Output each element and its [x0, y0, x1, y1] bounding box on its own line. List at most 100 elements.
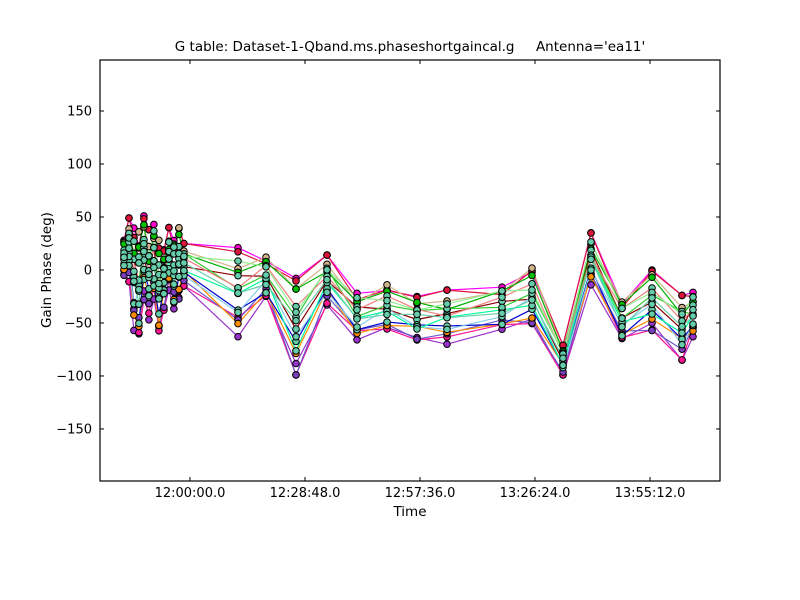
data-points	[120, 212, 697, 379]
x-tick-label: 12:00:00.0	[155, 486, 226, 501]
data-point-marker	[292, 371, 300, 379]
data-point-marker	[383, 310, 391, 319]
data-point-marker	[353, 315, 361, 323]
data-point-marker	[135, 285, 143, 294]
data-point-marker	[135, 228, 143, 236]
data-point-marker	[413, 325, 421, 333]
data-point-marker	[135, 300, 143, 309]
data-point-marker	[528, 314, 536, 322]
data-point-marker	[648, 326, 656, 335]
data-point-marker	[130, 311, 138, 319]
data-point-marker	[160, 289, 168, 298]
data-point-marker	[689, 293, 697, 301]
data-point-marker	[648, 273, 656, 282]
data-point-marker	[150, 263, 158, 272]
data-point-marker	[150, 243, 158, 252]
data-point-marker	[587, 229, 595, 237]
plot-frame	[99, 59, 721, 482]
data-point-marker	[125, 244, 133, 252]
data-point-marker	[292, 277, 300, 285]
data-point-marker	[130, 277, 138, 286]
data-point-marker	[618, 304, 626, 313]
data-point-marker	[262, 289, 270, 297]
data-point-marker	[292, 347, 300, 355]
data-point-marker	[234, 257, 242, 265]
y-tick-label: −100	[56, 369, 92, 384]
data-point-marker	[234, 319, 242, 328]
data-point-marker	[145, 292, 153, 300]
data-point-marker	[170, 297, 178, 306]
data-point-marker	[155, 279, 163, 288]
data-point-marker	[145, 252, 153, 260]
data-point-marker	[323, 299, 331, 308]
data-point-marker	[528, 271, 536, 280]
data-point-marker	[648, 310, 656, 318]
data-point-marker	[413, 298, 421, 307]
data-point-marker	[292, 332, 300, 341]
data-point-marker	[559, 361, 567, 370]
data-point-marker	[443, 286, 451, 294]
y-tick-label: 0	[84, 263, 92, 278]
data-point-marker	[353, 336, 361, 344]
data-point-marker	[353, 293, 361, 302]
data-point-marker	[292, 316, 300, 325]
data-point-marker	[292, 359, 300, 368]
data-point-marker	[292, 308, 300, 317]
data-point-marker	[678, 310, 686, 318]
data-point-marker	[140, 221, 148, 229]
data-point-marker	[262, 280, 270, 289]
x-tick-label: 12:28:48.0	[270, 486, 341, 501]
data-point-marker	[150, 220, 158, 229]
data-point-marker	[175, 230, 183, 239]
data-point-marker	[383, 318, 391, 326]
data-point-marker	[175, 272, 183, 281]
data-point-marker	[383, 281, 391, 289]
data-point-marker	[262, 263, 270, 271]
x-tick-label: 13:26:24.0	[500, 486, 571, 501]
data-point-marker	[587, 238, 595, 246]
data-point-marker	[323, 275, 331, 284]
data-point-marker	[180, 259, 188, 267]
data-point-marker	[498, 287, 506, 295]
data-point-marker	[443, 313, 451, 322]
data-point-marker	[443, 340, 451, 349]
data-point-marker	[498, 309, 506, 318]
data-point-marker	[165, 238, 173, 246]
data-point-marker	[165, 223, 173, 232]
data-point-marker	[678, 291, 686, 300]
y-tick-label: −50	[65, 316, 92, 331]
data-point-marker	[140, 295, 148, 304]
data-point-marker	[678, 340, 686, 349]
data-point-marker	[150, 227, 158, 235]
x-tick-label: 12:57:36.0	[385, 486, 456, 501]
y-tick-label: 150	[67, 104, 92, 119]
chart-title: G table: Dataset-1-Qband.ms.phaseshortga…	[174, 39, 646, 55]
data-point-marker	[160, 264, 168, 273]
data-point-marker	[689, 320, 697, 328]
data-point-marker	[145, 316, 153, 324]
data-point-marker	[678, 322, 686, 331]
data-point-marker	[678, 356, 686, 364]
series-lines	[123, 215, 694, 376]
data-point-marker	[145, 299, 153, 308]
data-point-marker	[648, 294, 656, 302]
data-point-marker	[175, 224, 183, 232]
data-point-marker	[413, 335, 421, 344]
series-line	[123, 238, 694, 356]
data-point-marker	[353, 306, 361, 314]
data-point-marker	[155, 295, 163, 303]
axis-ticks: 12:00:00.0 12:28:48.0 12:57:36.0 13:26:24.0…	[56, 60, 720, 501]
data-point-marker	[587, 255, 595, 264]
data-point-marker	[170, 267, 178, 275]
data-point-marker	[587, 281, 595, 289]
data-point-marker	[155, 249, 163, 258]
data-point-marker	[528, 296, 536, 304]
data-point-marker	[125, 214, 133, 222]
data-point-marker	[234, 308, 242, 317]
data-point-marker	[292, 285, 300, 293]
data-point-marker	[165, 255, 173, 263]
data-point-marker	[145, 309, 153, 318]
data-point-marker	[689, 312, 697, 320]
